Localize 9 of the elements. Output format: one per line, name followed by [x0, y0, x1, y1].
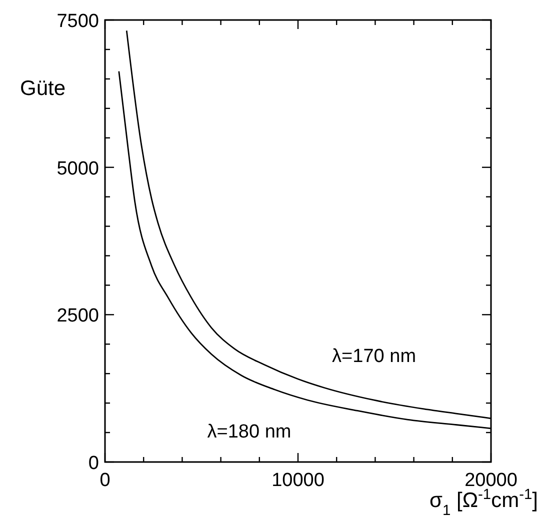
y-tick-label: 0	[88, 453, 99, 474]
y-tick-label: 7500	[56, 11, 99, 32]
series-label: λ=180 nm	[207, 421, 292, 442]
y-tick-label: 2500	[56, 306, 99, 327]
y-axis-title: Güte	[20, 77, 66, 100]
x-tick-label: 10000	[272, 470, 324, 491]
series-label: λ=170 nm	[332, 346, 416, 368]
x-axis-title: σ$_{1}$ [Ω$^{-1}$cm$^{-1}$]	[430, 487, 538, 519]
y-tick-label: 5000	[56, 158, 99, 180]
